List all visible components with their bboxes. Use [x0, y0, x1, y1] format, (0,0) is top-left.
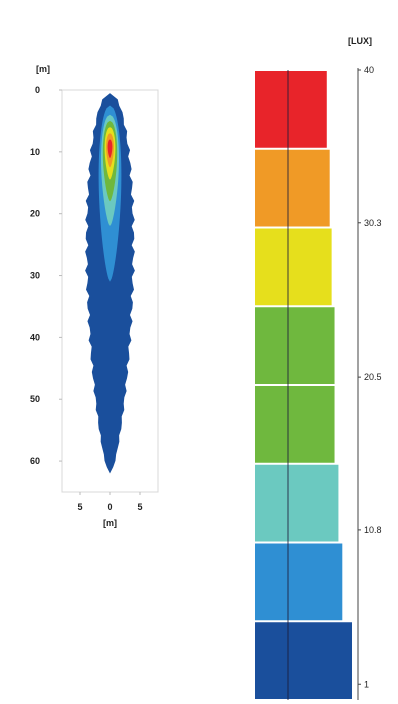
heatmap-y-tick-label: 0 — [35, 85, 40, 95]
lux-scale-tick-label: 1 — [364, 679, 369, 689]
heatmap-x-tick-label: 5 — [77, 502, 82, 512]
lux-scale-bin — [255, 71, 327, 148]
lux-unit-label: [LUX] — [348, 36, 372, 46]
heatmap-y-tick-label: 30 — [30, 271, 40, 281]
heatmap-y-tick-label: 20 — [30, 209, 40, 219]
heatmap-contours — [85, 93, 135, 474]
heatmap-x-axis: 5 0 5 — [77, 492, 143, 512]
heatmap-y-tick-label: 60 — [30, 456, 40, 466]
heatmap-x-axis-label: [m] — [103, 518, 117, 528]
lux-scale-bin — [255, 464, 339, 542]
lux-scale-bin — [255, 149, 330, 227]
isolux-contour-level-1 — [85, 93, 135, 474]
isolux-contour-level-7 — [107, 139, 113, 159]
heatmap-x-tick-label: 0 — [107, 502, 112, 512]
lux-color-scale: 40 30.3 20.5 10.8 1 [LUX] — [255, 36, 382, 700]
lux-scale-bin — [255, 228, 332, 306]
lux-scale-tick-label: 40 — [364, 65, 374, 75]
lux-scale-bin — [255, 307, 335, 384]
heatmap-y-tick-label: 40 — [30, 332, 40, 342]
lux-scale-bin — [255, 622, 352, 699]
heatmap-y-tick-label: 50 — [30, 394, 40, 404]
heatmap-x-tick-label: 5 — [137, 502, 142, 512]
heatmap-y-axis: 0 10 20 30 40 50 60 — [30, 85, 62, 466]
lux-scale-bin — [255, 543, 343, 621]
lux-scale-ticks: 40 30.3 20.5 10.8 1 — [358, 65, 382, 689]
heatmap-y-axis-label: [m] — [36, 64, 50, 74]
heatmap-y-tick-label: 10 — [30, 147, 40, 157]
lux-scale-tick-label: 20.5 — [364, 372, 382, 382]
lux-scale-tick-label: 10.8 — [364, 525, 382, 535]
lux-scale-bins — [255, 71, 352, 699]
lux-scale-tick-label: 30.3 — [364, 218, 382, 228]
lux-scale-bin — [255, 386, 335, 463]
